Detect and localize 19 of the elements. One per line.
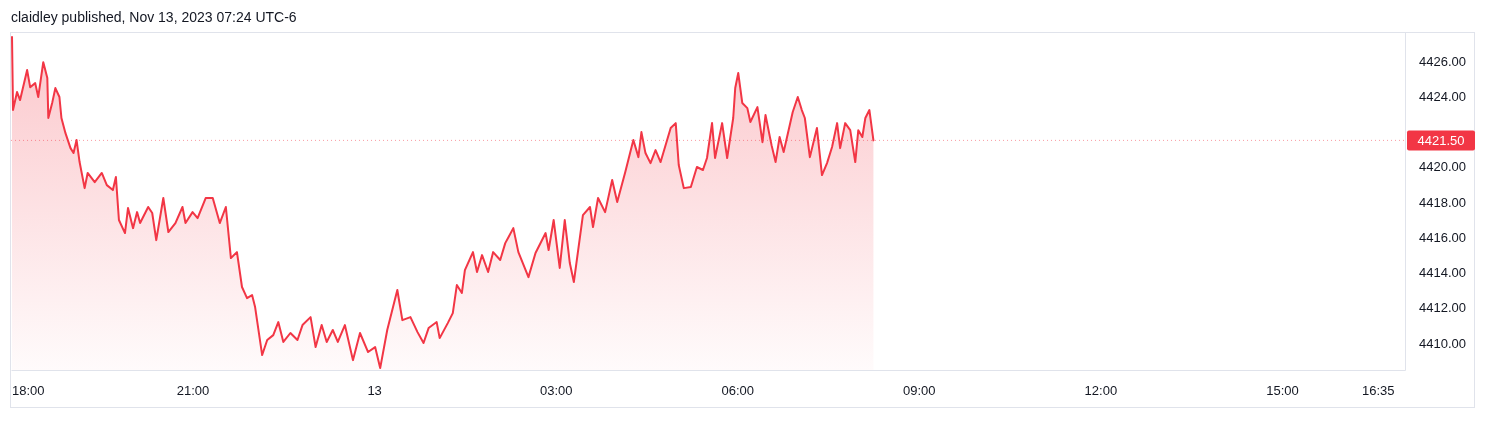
y-tick-label: 4414.00	[1419, 265, 1466, 281]
y-tick-label: 4420.00	[1419, 159, 1466, 175]
ref-line-label: 4421.50	[1417, 133, 1465, 149]
x-tick-label: 15:00	[1266, 383, 1299, 399]
y-tick-label: 4426.00	[1419, 53, 1466, 69]
y-tick-label: 4412.00	[1419, 300, 1466, 316]
chart-title: claidley published, Nov 13, 2023 07:24 UTC-6	[11, 9, 297, 25]
y-tick-label: 4416.00	[1419, 229, 1466, 245]
y-tick-label: 4410.00	[1419, 335, 1466, 351]
x-tick-label: 03:00	[539, 383, 573, 399]
y-tick-label: 4418.00	[1419, 194, 1466, 210]
x-tick-label: 18:00	[12, 383, 45, 399]
x-tick-label: 13	[367, 383, 382, 399]
x-tick-label: 06:00	[721, 383, 755, 399]
y-tick-label: 4424.00	[1419, 88, 1466, 104]
x-tick-label: 12:00	[1084, 383, 1118, 399]
x-tick-label: 21:00	[176, 383, 210, 399]
x-tick-label: 09:00	[903, 383, 936, 399]
x-tick-label: 16:35	[1361, 383, 1395, 399]
